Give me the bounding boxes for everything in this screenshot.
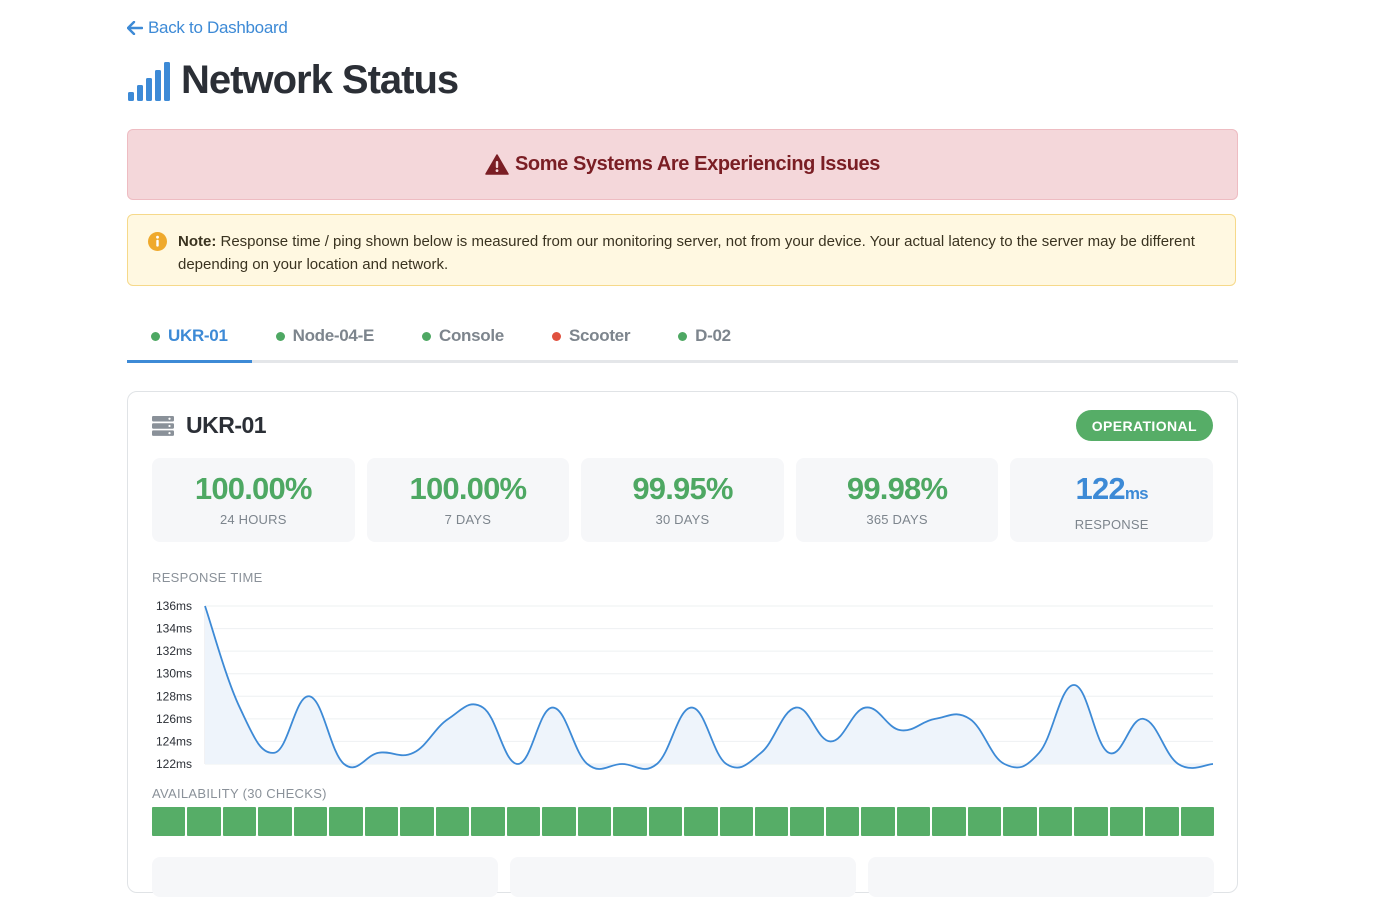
tab-label: D-02 (695, 326, 731, 345)
availability-check (400, 807, 434, 836)
response-area (205, 606, 1213, 770)
y-tick-label: 136ms (156, 599, 192, 613)
tab-scooter[interactable]: Scooter (528, 312, 654, 360)
stat-7-days: 100.00% 7 DAYS (366, 458, 570, 542)
availability-check (967, 807, 1002, 836)
availability-check (329, 807, 363, 836)
server-tabs: UKR-01 Node-04-E Console Scooter D-02 (127, 312, 1238, 363)
stat-unit: ms (1124, 484, 1149, 503)
server-status-card: UKR-01 OPERATIONAL 100.00% 24 HOURS 100.… (127, 391, 1238, 897)
availability-check (790, 807, 824, 836)
status-dot (678, 331, 688, 341)
stat-value: 99.98% (846, 471, 948, 506)
availability-check (1109, 807, 1144, 836)
y-tick-label: 124ms (156, 734, 192, 748)
status-dot (151, 331, 160, 341)
availability-check (542, 807, 576, 836)
stat-value: 99.95% (632, 471, 733, 506)
availability-check (471, 807, 505, 836)
stat-label: 7 DAYS (444, 512, 492, 527)
back-to-dashboard-link[interactable]: Back to Dashboard (127, 18, 288, 38)
availability-check (364, 807, 399, 836)
availability-check (719, 807, 753, 836)
note-label: Note: (178, 233, 217, 250)
availability-check (187, 807, 221, 836)
tab-label: UKR-01 (168, 326, 228, 345)
page-header: Network Status (127, 58, 459, 103)
availability-check (648, 807, 683, 836)
availability-check (613, 807, 647, 836)
tab-node-04-e[interactable]: Node-04-E (252, 312, 398, 360)
status-badge: OPERATIONAL (1075, 410, 1213, 441)
availability-check (1180, 807, 1215, 836)
y-tick-label: 128ms (156, 689, 192, 703)
response-value: 122ms (1010, 471, 1213, 512)
response-line (204, 605, 1214, 770)
y-tick-label: 130ms (156, 667, 192, 681)
availability-check (825, 807, 860, 836)
stat-response: 122ms RESPONSE (1010, 458, 1213, 542)
back-link-label: Back to Dashboard (148, 18, 288, 37)
tab-label: Node-04-E (292, 326, 375, 345)
tab-ukr-01[interactable]: UKR-01 (127, 312, 252, 363)
status-dot (421, 331, 431, 341)
availability-check (1038, 807, 1073, 836)
y-tick-label: 126ms (156, 712, 192, 726)
availability-check (684, 807, 718, 836)
note-text: Response time / ping shown below is meas… (178, 233, 1195, 273)
warning-triangle-icon (485, 154, 509, 175)
y-tick-label: 132ms (156, 644, 192, 658)
stat-value: 100.00% (194, 471, 313, 506)
availability-check (435, 807, 470, 836)
stat-30-days: 99.95% 30 DAYS (581, 458, 784, 542)
stat-label: 30 DAYS (655, 512, 710, 527)
availability-check (152, 807, 186, 836)
availability-label: AVAILABILITY (30 CHECKS) (152, 786, 327, 801)
response-time-label: RESPONSE TIME (152, 570, 263, 585)
tab-console[interactable]: Console (398, 312, 528, 360)
availability-check (1145, 807, 1179, 836)
availability-check (222, 807, 257, 836)
info-circle-icon (148, 232, 167, 251)
arrow-left-icon (127, 21, 143, 35)
tab-label: Console (438, 326, 504, 345)
availability-check (258, 807, 292, 836)
stat-label: 24 HOURS (219, 512, 287, 527)
availability-bar (152, 807, 1215, 836)
availability-check (506, 807, 541, 836)
stat-label: 365 DAYS (866, 512, 928, 527)
server-name: UKR-01 (186, 412, 267, 438)
availability-check (932, 807, 966, 836)
signal-bars-icon (128, 61, 170, 101)
server-icon (152, 415, 174, 436)
stat-365-days: 99.98% 365 DAYS (795, 458, 999, 542)
availability-check (861, 807, 895, 836)
availability-check (293, 807, 328, 836)
stat-24-hours: 100.00% 24 HOURS (152, 458, 355, 542)
card-header: UKR-01 (152, 412, 267, 439)
availability-check (1003, 807, 1037, 836)
availability-check (1074, 807, 1108, 836)
uptime-stats: 100.00% 24 HOURS 100.00% 7 DAYS 99.95% 3… (152, 458, 1213, 542)
availability-check (577, 807, 612, 836)
alert-text: Some Systems Are Experiencing Issues (514, 153, 881, 175)
availability-check (896, 807, 931, 836)
y-tick-label: 122ms (156, 757, 192, 771)
response-time-chart: 136ms 134ms 132ms 130ms 128ms 126ms 124ms 122ms (156, 599, 1214, 771)
status-dot (551, 331, 561, 341)
y-tick-label: 134ms (156, 622, 192, 636)
availability-check (754, 807, 789, 836)
latency-note: Note: Response time / ping shown below i… (127, 214, 1236, 286)
page-title: Network Status (181, 58, 459, 102)
tab-d-02[interactable]: D-02 (654, 312, 755, 360)
stat-value: 122 (1075, 471, 1126, 506)
stat-value: 100.00% (409, 471, 528, 506)
tab-label: Scooter (568, 326, 631, 345)
detail-panel (868, 857, 1214, 897)
status-dot (275, 331, 285, 341)
stat-label: RESPONSE (1074, 517, 1149, 532)
issues-alert-banner: Some Systems Are Experiencing Issues (127, 129, 1238, 200)
detail-panel (510, 857, 856, 897)
detail-panel (152, 857, 498, 897)
